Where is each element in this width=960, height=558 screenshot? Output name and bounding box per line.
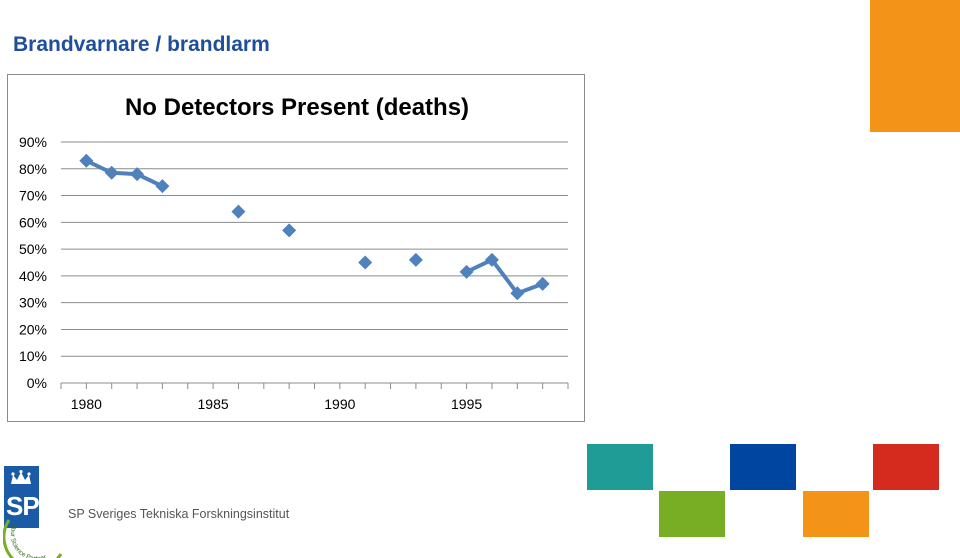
tagline-path: Your Science Partner (9, 523, 48, 558)
data-point (282, 223, 297, 238)
organization-name: SP Sveriges Tekniska Forskningsinstitut (68, 507, 290, 521)
science-partner-badge: Your Science Partner (3, 519, 63, 558)
chart-svg: No Detectors Present (deaths) 0% 10% 20% 30… (19, 94, 569, 412)
tagline-text: Your Science Partner (9, 523, 48, 558)
grid-layer (61, 141, 568, 384)
axis-layer: 0% 10% 20% 30% 40% 50% 60% 70% 80% 90% 1980 1985 199… (19, 134, 569, 412)
y-tick-label: 90% (19, 134, 47, 150)
y-tick-label: 40% (19, 268, 47, 284)
x-tick-label: 1985 (198, 396, 229, 412)
series-line (85, 158, 164, 188)
y-tick-label: 80% (19, 161, 47, 177)
data-point (155, 179, 170, 194)
x-tick-label: 1995 (451, 396, 482, 412)
data-point (459, 264, 474, 279)
green-block (659, 491, 725, 537)
y-tick-label: 20% (19, 321, 47, 337)
x-tick-label: 1980 (71, 396, 102, 412)
orange-block-bottom (803, 491, 869, 537)
crown-icon (11, 470, 31, 484)
y-tick-label: 50% (19, 241, 47, 257)
series-line (465, 257, 544, 296)
data-point (358, 255, 373, 270)
y-tick-label: 60% (19, 214, 47, 230)
data-point (535, 276, 550, 291)
red-block (873, 444, 939, 490)
y-tick-label: 30% (19, 295, 47, 311)
chart-frame: No Detectors Present (deaths) 0% 10% 20% 30… (7, 74, 585, 422)
y-tick-label: 0% (27, 375, 47, 391)
data-point (130, 167, 145, 182)
y-tick-label: 10% (19, 348, 47, 364)
data-point (510, 286, 525, 301)
series-layer (79, 153, 550, 301)
y-tick-label: 70% (19, 188, 47, 204)
data-point (231, 204, 246, 219)
orange-block-top (870, 0, 960, 132)
chart-title: No Detectors Present (deaths) (125, 94, 469, 121)
slide-title: Brandvarnare / brandlarm (13, 33, 270, 56)
blue-block (730, 444, 796, 490)
logo-text: SP (6, 491, 40, 521)
x-tick-label: 1990 (324, 396, 355, 412)
data-point (408, 252, 423, 267)
data-point (104, 165, 119, 180)
teal-block (587, 444, 653, 490)
data-point (79, 153, 94, 168)
